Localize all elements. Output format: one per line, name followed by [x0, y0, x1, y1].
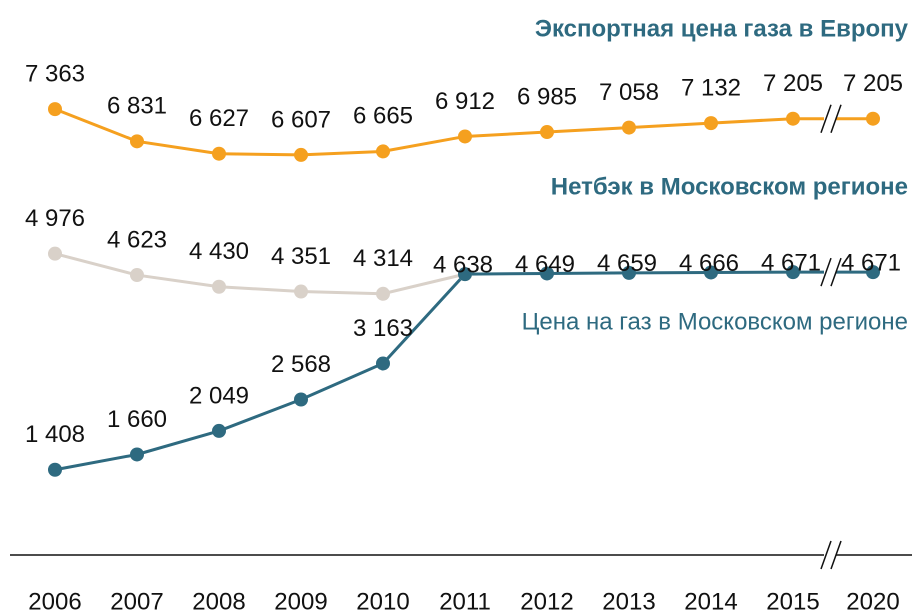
data-point — [704, 265, 718, 280]
axis-break — [830, 540, 842, 570]
x-tick-label: 2009 — [274, 588, 327, 615]
axis-break — [820, 104, 832, 133]
x-tick-label: 2006 — [28, 588, 81, 615]
data-point — [48, 462, 62, 477]
data-point — [622, 265, 636, 280]
x-tick-label: 2007 — [110, 588, 163, 615]
series-line — [54, 252, 466, 296]
x-tick-label: 2010 — [356, 588, 409, 615]
data-label: 1 660 — [107, 406, 167, 433]
x-tick-label: 2020 — [846, 588, 899, 615]
data-point — [786, 111, 800, 126]
data-point — [294, 284, 308, 299]
data-point — [48, 102, 62, 117]
series-label: Нетбэк в Московском регионе — [551, 173, 908, 200]
data-label: 4 314 — [353, 245, 413, 272]
data-point — [704, 116, 718, 131]
data-point — [294, 392, 308, 407]
x-tick-label: 2008 — [192, 588, 245, 615]
data-point — [376, 286, 390, 301]
data-label: 7 205 — [763, 70, 823, 97]
data-point — [786, 265, 800, 280]
data-label: 6 607 — [271, 106, 331, 133]
data-label: 4 976 — [25, 205, 85, 232]
data-point — [212, 146, 226, 161]
data-point — [540, 125, 554, 140]
data-point — [458, 129, 472, 144]
data-point — [376, 144, 390, 159]
data-point — [622, 120, 636, 135]
data-point — [866, 111, 880, 126]
data-label: 3 163 — [353, 315, 413, 342]
x-tick-label: 2013 — [602, 588, 655, 615]
data-label: 1 408 — [25, 421, 85, 448]
series-label: Экспортная цена газа в Европу — [535, 15, 909, 42]
series-label: Цена на газ в Московском регионе — [522, 308, 908, 335]
data-label: 7 205 — [843, 70, 903, 97]
data-label: 4 671 — [761, 249, 821, 276]
data-point — [376, 356, 390, 371]
data-label: 7 363 — [25, 60, 85, 87]
data-label: 6 912 — [435, 88, 495, 115]
data-label: 4 623 — [107, 226, 167, 253]
data-point — [212, 279, 226, 294]
data-label: 6 831 — [107, 93, 167, 120]
data-label: 4 659 — [597, 250, 657, 277]
data-label: 6 665 — [353, 103, 413, 130]
axis-break — [820, 257, 832, 287]
data-point — [130, 134, 144, 149]
data-label: 4 649 — [515, 251, 575, 278]
axis-break — [830, 257, 842, 287]
data-label: 7 132 — [681, 74, 741, 101]
data-point — [130, 268, 144, 283]
data-point — [48, 246, 62, 261]
data-label: 4 351 — [271, 243, 331, 270]
data-label: 2 049 — [189, 382, 249, 409]
data-point — [458, 267, 472, 282]
axis-break — [820, 540, 832, 570]
x-tick-label: 2011 — [439, 588, 491, 615]
data-label: 4 666 — [679, 250, 739, 277]
data-label: 6 627 — [189, 105, 249, 132]
data-point — [294, 147, 308, 162]
data-label: 6 985 — [517, 83, 577, 110]
data-label: 4 671 — [841, 249, 901, 276]
x-tick-label: 2012 — [520, 588, 573, 615]
data-point — [866, 265, 880, 280]
axis-break — [830, 104, 842, 133]
data-point — [212, 423, 226, 438]
data-label: 4 430 — [189, 238, 249, 265]
data-point — [540, 266, 554, 281]
series-line — [54, 270, 873, 472]
data-label: 4 638 — [433, 251, 493, 278]
data-label: 2 568 — [271, 351, 331, 378]
x-tick-label: 2014 — [684, 588, 737, 615]
data-label: 7 058 — [599, 79, 659, 106]
data-point — [130, 447, 144, 462]
x-tick-label: 2015 — [766, 588, 819, 615]
